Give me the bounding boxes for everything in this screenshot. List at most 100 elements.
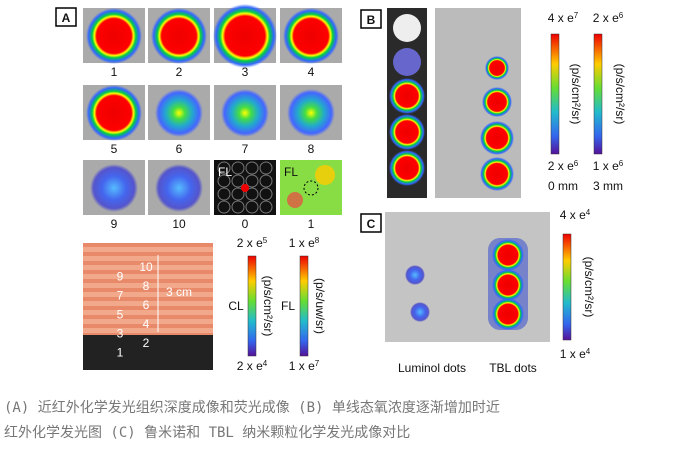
image-number: 6 <box>176 142 183 156</box>
group-label: Luminol dots <box>398 361 466 375</box>
well <box>245 174 259 188</box>
scale-base: 1 x e <box>560 347 586 361</box>
signal-blob <box>221 89 269 137</box>
image-number: 5 <box>111 142 118 156</box>
scale-base: 2 x e <box>593 11 619 25</box>
scale-exp: 6 <box>574 159 579 168</box>
well <box>231 161 245 175</box>
unit-label: (p/s/cm²/sr) <box>261 276 275 337</box>
well <box>217 161 231 175</box>
caption: 红外化学发光图 (C) 鲁米诺和 TBL 纳米颗粒化学发光成像对比 <box>4 425 410 441</box>
tissue-layer <box>83 256 213 261</box>
signal-blob <box>86 8 142 64</box>
bar-name: CL <box>228 299 244 313</box>
signal-blob <box>287 89 335 137</box>
tissue-layer <box>83 328 213 333</box>
tbl-dot <box>492 239 524 271</box>
scale-label: 4 x e7 <box>548 11 579 25</box>
signal-blob <box>480 121 514 155</box>
well <box>393 48 421 76</box>
image-number: 3 <box>242 65 249 79</box>
tissue-number: 4 <box>143 317 150 331</box>
signal-blob <box>90 164 138 212</box>
depth-label: 3 cm <box>166 285 192 299</box>
image-number: 4 <box>308 65 315 79</box>
image-number: 1 <box>308 217 315 231</box>
image-number: 0 <box>242 217 249 231</box>
scale-label: 2 x e6 <box>548 159 579 173</box>
scale-exp: 7 <box>574 11 579 20</box>
unit-label: (p/s/uw/sr) <box>313 278 327 334</box>
caption: (A) 近红外化学发光组织深度成像和荧光成像 (B) 单线态氧浓度逐渐增加时近 <box>4 399 500 416</box>
signal-blob <box>283 8 339 64</box>
well <box>231 187 245 201</box>
scale-exp: 8 <box>315 236 320 245</box>
well <box>259 161 273 175</box>
well <box>259 187 273 201</box>
color-bar <box>593 33 603 155</box>
tissue-number: 10 <box>139 260 153 274</box>
panel-label-box <box>360 9 382 29</box>
signal-blob <box>213 4 277 68</box>
panel-label-box <box>55 7 77 27</box>
scale-label: 1 x e8 <box>289 236 320 250</box>
tissue-layer <box>83 301 213 306</box>
scale-label: 2 x e6 <box>593 11 624 25</box>
tissue-layer <box>83 283 213 288</box>
group-label: TBL dots <box>489 361 537 375</box>
tissue-number: 6 <box>143 298 150 312</box>
scale-label: 2 x e5 <box>237 236 268 250</box>
well <box>259 200 273 214</box>
scale-exp: 4 <box>586 208 591 217</box>
panel-label: B <box>367 13 376 27</box>
signal-blob <box>389 114 425 150</box>
unit-label: (p/s/cm²/sr) <box>613 64 627 125</box>
tissue-number: 5 <box>117 308 124 322</box>
image-number: 2 <box>176 65 183 79</box>
well <box>245 200 259 214</box>
panel-b <box>387 8 521 198</box>
scale-base: 2 x e <box>237 236 263 250</box>
well <box>231 200 245 214</box>
unit-label: (p/s/cm²/sr) <box>569 64 583 125</box>
panel-label: C <box>367 217 376 231</box>
scale-label: 2 x e4 <box>237 359 268 373</box>
well <box>231 174 245 188</box>
tissue-number: 8 <box>143 279 150 293</box>
image-number: 1 <box>111 65 118 79</box>
scale-base: 4 x e <box>548 11 574 25</box>
well <box>259 174 273 188</box>
tissue-layer <box>83 310 213 315</box>
tissue-number: 1 <box>117 346 124 360</box>
signal-blob <box>482 87 512 117</box>
unit-label: (p/s/cm²/sr) <box>582 257 596 318</box>
well <box>217 187 231 201</box>
fl-label: FL <box>218 165 232 179</box>
tbl-dot <box>492 298 524 330</box>
tissue-number: 9 <box>117 270 124 284</box>
image-number: 10 <box>172 217 186 231</box>
scale-exp: 6 <box>619 11 624 20</box>
color-bar <box>550 33 560 155</box>
scale-base: 2 x e <box>237 359 263 373</box>
tissue-number: 7 <box>117 289 124 303</box>
scale-label: 1 x e6 <box>593 159 624 173</box>
tissue-layer <box>83 319 213 324</box>
tissue-number: 3 <box>117 327 124 341</box>
image-number: 7 <box>242 142 249 156</box>
well <box>217 174 231 188</box>
scale-label: 4 x e4 <box>560 208 591 222</box>
scale-base: 1 x e <box>289 236 315 250</box>
fl-hot <box>315 165 335 185</box>
color-bar <box>562 233 572 341</box>
scale-exp: 5 <box>263 236 268 245</box>
tissue-layer <box>83 274 213 279</box>
fl-ring <box>303 180 319 196</box>
depth-label: 3 mm <box>593 179 623 193</box>
well <box>245 187 259 201</box>
image-number: 8 <box>308 142 315 156</box>
tissue-layer <box>83 292 213 297</box>
panel-a-images: FL FL <box>83 4 342 215</box>
bar-name: FL <box>281 299 295 313</box>
well <box>217 200 231 214</box>
